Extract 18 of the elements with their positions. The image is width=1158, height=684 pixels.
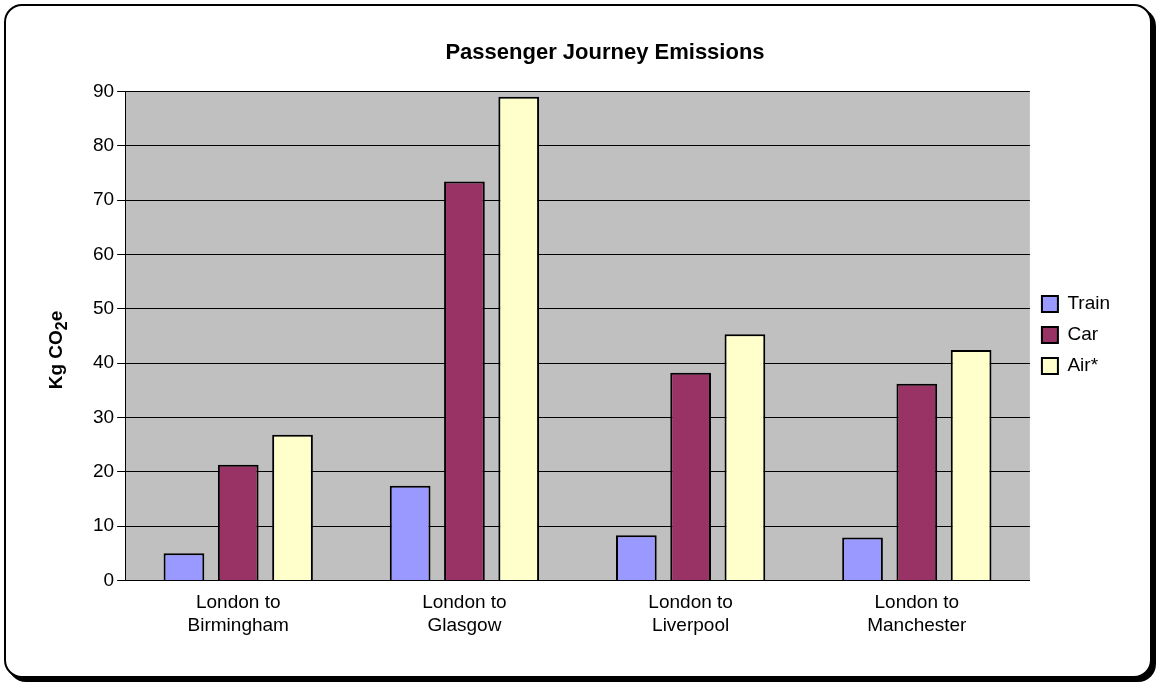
y-tick-label: 0 (103, 568, 115, 590)
y-tick-label: 80 (92, 133, 115, 155)
y-tick-label: 50 (92, 296, 115, 318)
x-tick-label: London to Manchester (867, 591, 968, 635)
legend-label: Train (1067, 292, 1111, 314)
y-tick-label: 30 (92, 405, 115, 427)
y-tick-label: 10 (92, 514, 115, 536)
legend-label: Car (1067, 323, 1099, 345)
y-tick-label: 40 (92, 351, 115, 373)
y-tick-label: 60 (92, 242, 115, 264)
x-tick-label: London to Liverpool (648, 591, 733, 635)
chart-title: Passenger Journey Emissions (445, 39, 765, 65)
x-tick-label: London to Glasgow (422, 591, 507, 635)
y-tick-label: 70 (92, 188, 115, 210)
x-tick-label: London to Birmingham (187, 591, 289, 635)
y-tick-label: 20 (92, 459, 115, 481)
y-tick-label: 90 (92, 79, 115, 101)
legend-label: Air* (1067, 354, 1099, 376)
